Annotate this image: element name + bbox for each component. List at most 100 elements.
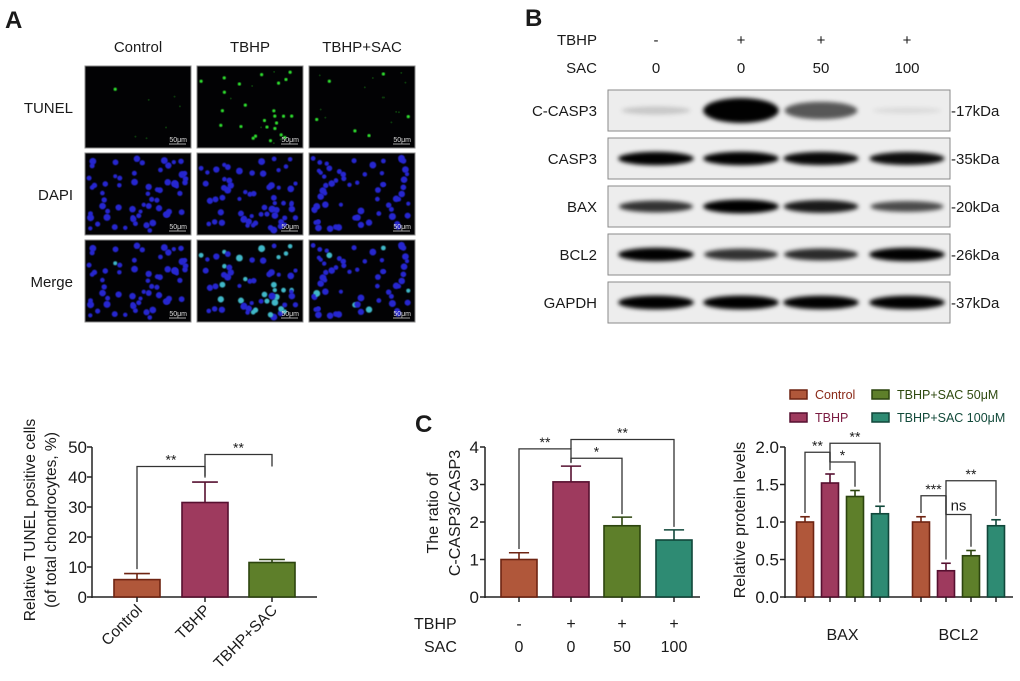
protein-band bbox=[783, 151, 859, 166]
bar-group bbox=[552, 465, 590, 598]
legend-swatch bbox=[871, 412, 890, 423]
bar bbox=[936, 569, 956, 598]
legend-swatch bbox=[789, 389, 808, 400]
bar-group bbox=[845, 489, 865, 598]
scale-bar-label: 50μm bbox=[281, 137, 299, 144]
significance-bracket: ** bbox=[518, 434, 572, 549]
molecular-weight-marker: -35kDa bbox=[951, 151, 1000, 168]
sac-concentration: 100 bbox=[894, 60, 919, 77]
micrograph-tunel: 50μm bbox=[196, 65, 304, 149]
bar-group bbox=[655, 529, 693, 598]
y-axis-label: The ratio of bbox=[425, 472, 442, 553]
bar bbox=[986, 524, 1006, 598]
row-label: DAPI bbox=[38, 187, 73, 204]
y-tick-label: 1.0 bbox=[755, 513, 779, 532]
scale-bar-label: 50μm bbox=[393, 224, 411, 231]
protein-band bbox=[703, 98, 779, 123]
legend-swatch bbox=[789, 412, 808, 423]
bar-group bbox=[795, 515, 815, 598]
legend-item: Control bbox=[789, 388, 855, 402]
blot-protein-label: C-CASP3 bbox=[532, 103, 597, 120]
significance-bracket: ns bbox=[945, 495, 972, 547]
y-tick-label: 30 bbox=[68, 498, 87, 517]
blot-c-casp3: C-CASP3 -17kDa bbox=[532, 89, 1000, 132]
protein-band bbox=[619, 200, 693, 213]
molecular-weight-marker: -20kDa bbox=[951, 199, 1000, 216]
y-tick-label: 0.0 bbox=[755, 588, 779, 607]
significance-bracket: *** bbox=[920, 481, 947, 560]
column-header: TBHP bbox=[230, 39, 270, 56]
bar bbox=[552, 481, 590, 598]
blot-protein-label: GAPDH bbox=[544, 295, 597, 312]
bar-group bbox=[870, 505, 890, 598]
bar-group bbox=[113, 572, 161, 598]
tunel-chart: Relative TUNEL positive cells (of total c… bbox=[22, 419, 317, 672]
blot-protein-label: CASP3 bbox=[548, 151, 597, 168]
significance-label: ** bbox=[540, 434, 551, 450]
tbhp-condition: + bbox=[737, 32, 746, 49]
molecular-weight-marker: -26kDa bbox=[951, 247, 1000, 264]
protein-band bbox=[870, 201, 944, 212]
bar-group bbox=[248, 558, 296, 598]
significance-label: ns bbox=[951, 498, 967, 515]
bar bbox=[845, 495, 865, 598]
protein-band bbox=[618, 247, 694, 262]
x-table-row-label: SAC bbox=[424, 639, 457, 656]
protein-band bbox=[783, 248, 859, 261]
y-tick-label: 4 bbox=[470, 438, 479, 457]
panel-label-b: B bbox=[525, 5, 542, 32]
protein-band bbox=[703, 295, 779, 310]
y-tick-label: 10 bbox=[68, 558, 87, 577]
legend-swatch bbox=[871, 389, 890, 400]
scale-bar-label: 50μm bbox=[393, 137, 411, 144]
scale-bar-label: 50μm bbox=[281, 311, 299, 318]
blot-protein-label: BAX bbox=[567, 199, 597, 216]
blot-casp3: CASP3 -35kDa bbox=[548, 137, 1000, 180]
significance-label: ** bbox=[850, 428, 861, 444]
significance-bracket: ** bbox=[829, 428, 881, 503]
blot-protein-label: BCL2 bbox=[559, 247, 597, 264]
significance-label: ** bbox=[617, 425, 628, 441]
y-axis-label: Relative protein levels bbox=[732, 442, 749, 599]
y-tick-label: 0 bbox=[78, 588, 87, 607]
scale-bar-label: 50μm bbox=[169, 311, 187, 318]
bar bbox=[795, 521, 815, 598]
y-tick-label: 2 bbox=[470, 513, 479, 532]
legend-label: Control bbox=[815, 388, 855, 402]
y-tick-label: 1 bbox=[470, 551, 479, 570]
sac-concentration: 50 bbox=[813, 60, 830, 77]
bar-group bbox=[936, 562, 956, 598]
bar-group bbox=[986, 518, 1006, 598]
blot-bcl2: BCL2 -26kDa bbox=[559, 233, 1000, 276]
significance-label: ** bbox=[966, 466, 977, 482]
sac-concentration: 0 bbox=[652, 60, 660, 77]
bar-group bbox=[603, 516, 641, 598]
sac-concentration: 0 bbox=[737, 60, 745, 77]
bar bbox=[911, 521, 931, 598]
y-tick-label: 20 bbox=[68, 528, 87, 547]
y-axis-label: Relative TUNEL positive cells bbox=[22, 419, 39, 622]
legend-label: TBHP+SAC 100μM bbox=[897, 411, 1005, 425]
protein-band bbox=[783, 295, 859, 310]
tbhp-condition: + bbox=[817, 32, 826, 49]
bar bbox=[820, 482, 840, 598]
y-tick-label: 50 bbox=[68, 438, 87, 457]
blot-gapdh: GAPDH -37kDa bbox=[544, 281, 1000, 324]
legend: Control TBHP TBHP+SAC 50μM TBHP+SAC 100μM bbox=[789, 388, 1005, 425]
tbhp-condition: - bbox=[654, 32, 659, 49]
protein-band bbox=[869, 151, 945, 166]
molecular-weight-marker: -17kDa bbox=[951, 103, 1000, 120]
significance-bracket: ** bbox=[570, 425, 675, 527]
row-label: TUNEL bbox=[24, 100, 73, 117]
x-tick-label: TBHP bbox=[173, 602, 214, 643]
x-table-value: + bbox=[669, 616, 678, 633]
panel-a: A Control TBHP TBHP+SAC TUNEL DAPI Merge 50μm 50… bbox=[5, 7, 416, 323]
micrograph-dapi: 50μm bbox=[196, 152, 304, 236]
x-table-value: - bbox=[516, 616, 521, 633]
protein-band bbox=[618, 151, 694, 166]
row-label: Merge bbox=[30, 274, 73, 291]
y-tick-label: 0.5 bbox=[755, 551, 779, 570]
x-table-value: 0 bbox=[515, 639, 524, 656]
micrograph-merge: 50μm bbox=[196, 239, 304, 323]
y-tick-label: 40 bbox=[68, 468, 87, 487]
